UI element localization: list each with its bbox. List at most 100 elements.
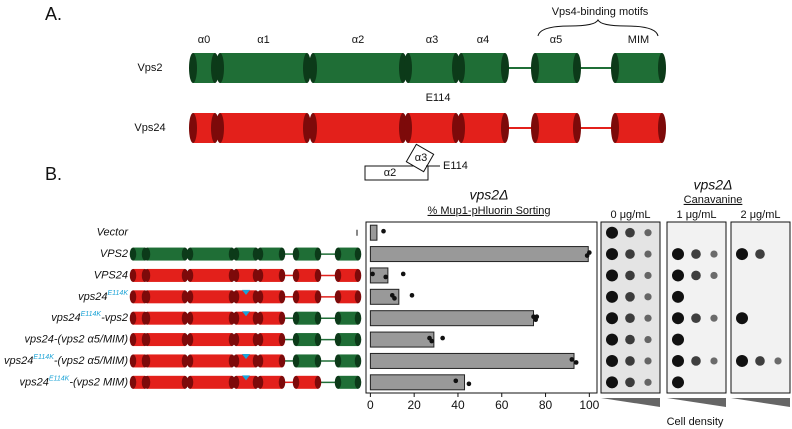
helix-label: α2 [352, 34, 364, 46]
category-label: vps24E114K [78, 290, 128, 303]
helix-end [334, 268, 342, 282]
helix-end [278, 375, 286, 389]
category-tail: -vps2 [101, 312, 128, 324]
data-point [466, 381, 472, 387]
dilution-wedge [731, 398, 790, 407]
helix-end [181, 311, 189, 325]
colony-spot [755, 356, 765, 366]
bar [369, 288, 400, 305]
helix [296, 375, 318, 389]
helix-end [314, 247, 322, 261]
data-point [534, 314, 540, 319]
helix [133, 268, 145, 282]
helix [133, 290, 145, 304]
helix-end [404, 113, 412, 143]
helix [236, 247, 256, 261]
helix-end [129, 247, 137, 261]
helix-end [232, 333, 240, 347]
helix [133, 333, 145, 347]
colony-spot [672, 269, 684, 282]
helix-end [143, 333, 151, 347]
helix [408, 113, 456, 143]
data-point [392, 296, 397, 301]
helix [260, 311, 282, 325]
helix [338, 311, 358, 325]
helix [236, 375, 256, 389]
helix-end [314, 268, 322, 282]
helix [615, 113, 662, 143]
colony-spot [625, 334, 635, 345]
x-tick-label: 60 [495, 398, 509, 412]
protein-label: Vps2 [137, 62, 162, 74]
colony-spot [672, 354, 684, 367]
colony-spot [644, 314, 652, 322]
dilution-wedge [667, 398, 726, 407]
helix-end [143, 247, 151, 261]
colony-spot [710, 314, 718, 322]
helix [296, 333, 318, 347]
helix-end [143, 290, 151, 304]
helix [236, 333, 256, 347]
helix-end [354, 290, 362, 304]
x-tick-label: 0 [367, 398, 374, 412]
category-label: Vector [97, 227, 130, 239]
helix-end [256, 354, 264, 368]
helix [220, 53, 307, 83]
helix [133, 354, 145, 368]
category-text: vps24 [51, 312, 80, 324]
helix [296, 247, 318, 261]
category-text: vps24 [19, 376, 48, 388]
brace [537, 18, 659, 37]
helix-end [309, 113, 317, 143]
category-sup: E114K [108, 290, 129, 297]
helix [338, 333, 358, 347]
mutation-marker [242, 353, 250, 359]
helix [260, 375, 282, 389]
helix-end [278, 311, 286, 325]
helix [147, 268, 185, 282]
category-sup: E114K [81, 311, 102, 318]
helix [260, 354, 282, 368]
helix-end [216, 53, 224, 83]
helix-label: α3 [426, 34, 438, 46]
helix-end [278, 333, 286, 347]
spot-xlabel: Cell density [667, 416, 724, 428]
helix-end [256, 247, 264, 261]
concentration: 2 μg/mL [741, 209, 781, 221]
mutation-marker [242, 375, 250, 381]
category-text: VPS24 [94, 269, 128, 281]
colony-spot [606, 333, 618, 346]
data-point [400, 271, 406, 277]
helix-end [186, 354, 194, 368]
data-point [569, 357, 575, 362]
helix [133, 247, 145, 261]
helix-end [143, 375, 151, 389]
colony-spot [672, 290, 684, 303]
helix-end [354, 268, 362, 282]
helix [190, 375, 232, 389]
category-text: VPS2 [100, 248, 128, 260]
bar [369, 331, 435, 348]
colony-spot [644, 293, 652, 301]
helix-end [181, 247, 189, 261]
data-point [381, 228, 386, 234]
colony-spot [691, 356, 701, 366]
category-text: vps24 [4, 355, 33, 367]
category-text: vps24-(vps2 α5/MIM) [25, 333, 129, 345]
helix-end [216, 113, 224, 143]
helix [260, 290, 282, 304]
colony-spot [644, 229, 652, 237]
helix-end [303, 53, 311, 83]
helix-end [232, 290, 240, 304]
inset-label: α2 [384, 167, 396, 179]
helix [338, 354, 358, 368]
helix-end [531, 53, 539, 83]
helix-label: α1 [257, 34, 269, 46]
panel-label: B. [45, 164, 62, 184]
helix-end [658, 113, 666, 143]
helix [313, 53, 403, 83]
data-point [383, 274, 389, 280]
category-label: vps24E114K-(vps2 MIM) [19, 375, 128, 388]
helix-end [143, 311, 151, 325]
helix-end [129, 311, 137, 325]
